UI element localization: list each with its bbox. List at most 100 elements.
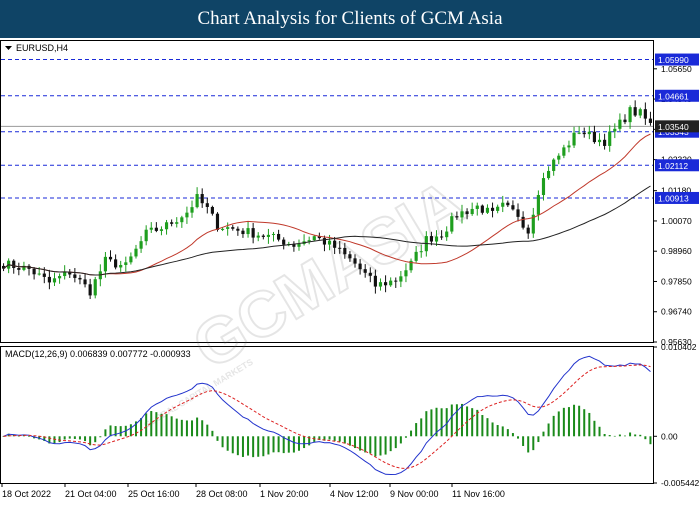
axis-labels: 18 Oct 2022 21 Oct 04:00 25 Oct 16:00 28 Oc… xyxy=(1,483,505,499)
symbol-dropdown-icon[interactable] xyxy=(5,46,12,50)
macd-histogram-bar xyxy=(28,436,31,437)
macd-histogram-bar xyxy=(201,420,204,437)
macd-histogram-bar xyxy=(379,436,382,456)
macd-histogram-bar xyxy=(532,436,535,451)
time-tick-label: 4 Nov 12:00 xyxy=(330,489,379,499)
candle xyxy=(546,170,551,179)
macd-histogram-bar xyxy=(364,436,367,453)
macd-histogram-bar xyxy=(435,407,438,437)
macd-histogram-bar xyxy=(165,414,168,437)
candle xyxy=(12,260,16,269)
macd-histogram-bar xyxy=(134,421,137,437)
time-tick-label: 28 Oct 08:00 xyxy=(196,489,248,499)
candle xyxy=(266,234,271,237)
macd-histogram-bar xyxy=(511,433,514,437)
macd-histogram-bar xyxy=(583,409,586,437)
candle xyxy=(419,251,423,253)
candle xyxy=(562,147,566,156)
macd-histogram-bar xyxy=(236,436,239,456)
candle xyxy=(144,229,148,242)
macd-histogram-bar xyxy=(53,436,56,444)
macd-histogram-bar xyxy=(471,408,474,437)
candle xyxy=(180,217,184,223)
current-price-label: 1.03540 xyxy=(658,122,689,132)
macd-histogram-bar xyxy=(476,409,479,437)
level-price-box xyxy=(655,159,699,172)
level-price-label: 1.00913 xyxy=(658,193,689,203)
macd-histogram-bar xyxy=(84,436,87,442)
candle xyxy=(47,276,51,283)
candle xyxy=(628,107,632,123)
macd-histogram-bar xyxy=(333,436,336,441)
macd-histogram-bar xyxy=(7,433,10,437)
candle xyxy=(190,207,194,213)
macd-histogram-bar xyxy=(231,436,234,454)
macd-histogram-bar xyxy=(150,411,153,437)
macd-histogram-bar xyxy=(394,436,397,449)
macd-histogram-bar xyxy=(547,423,550,437)
macd-histogram-bar xyxy=(588,412,591,437)
candle xyxy=(271,233,276,235)
macd-histogram-bar xyxy=(145,413,148,437)
macd-histogram-bar xyxy=(140,418,143,437)
price-tick-label: 1.00070 xyxy=(661,216,692,226)
macd-histogram-bar xyxy=(119,426,122,437)
candle xyxy=(42,273,46,277)
macd-histogram-bar xyxy=(501,426,504,437)
candle xyxy=(587,131,591,135)
macd-histogram-bar xyxy=(430,409,433,437)
macd-histogram-bar xyxy=(241,436,244,457)
candle xyxy=(353,258,357,264)
candle xyxy=(226,227,230,229)
candle xyxy=(312,236,316,241)
macd-histogram-bar xyxy=(369,436,372,454)
macd-histogram-bar xyxy=(445,408,448,437)
macd-histogram-bar xyxy=(160,413,163,437)
macd-histogram-bar xyxy=(598,426,601,437)
macd-histogram-bar xyxy=(211,430,214,437)
macd-histogram-bar xyxy=(455,404,458,437)
candle xyxy=(22,265,26,270)
macd-histogram-bar xyxy=(603,434,606,437)
candle xyxy=(608,131,612,146)
candle xyxy=(440,236,444,238)
macd-histogram-bar xyxy=(343,436,346,444)
macd-histogram-bar xyxy=(175,418,178,437)
time-tick-label: 21 Oct 04:00 xyxy=(65,489,117,499)
macd-histogram-bar xyxy=(328,436,331,440)
macd-histogram-bar xyxy=(639,434,642,437)
macd-histogram-bar xyxy=(267,436,270,455)
macd-histogram-bar xyxy=(252,436,255,458)
candle xyxy=(572,132,576,146)
candle xyxy=(149,227,153,230)
candle xyxy=(541,178,546,196)
macd-histogram-bar xyxy=(180,419,183,437)
macd-histogram-bar xyxy=(634,434,637,437)
price-tick-label: 0.97850 xyxy=(661,276,692,286)
macd-histogram-bar xyxy=(618,434,621,437)
candle xyxy=(292,243,296,247)
candle xyxy=(83,279,87,285)
macd-histogram-bar xyxy=(629,432,632,437)
macd-histogram-bar xyxy=(323,436,326,441)
candle xyxy=(73,274,77,278)
candle xyxy=(552,159,556,171)
macd-tick-label: 0.00 xyxy=(661,431,678,441)
macd-histogram-bar xyxy=(58,436,61,443)
macd-histogram-bar xyxy=(287,436,290,453)
moving-average-line xyxy=(3,185,651,276)
macd-tick-label: 0.010402 xyxy=(661,342,697,352)
candle xyxy=(57,276,62,279)
candle xyxy=(93,279,97,296)
candle xyxy=(465,211,469,215)
macd-histogram-bar xyxy=(460,403,463,437)
candle xyxy=(429,236,434,242)
chart-svg: GCMASIA GLOBAL CAPITAL MARKETS EURUSD,H4… xyxy=(0,38,700,500)
candle xyxy=(404,270,408,277)
candle xyxy=(17,268,21,270)
candle xyxy=(241,230,245,235)
candle xyxy=(338,247,342,249)
macd-histogram-bar xyxy=(185,420,188,437)
macd-histogram-bar xyxy=(578,405,581,437)
candle xyxy=(129,256,133,263)
